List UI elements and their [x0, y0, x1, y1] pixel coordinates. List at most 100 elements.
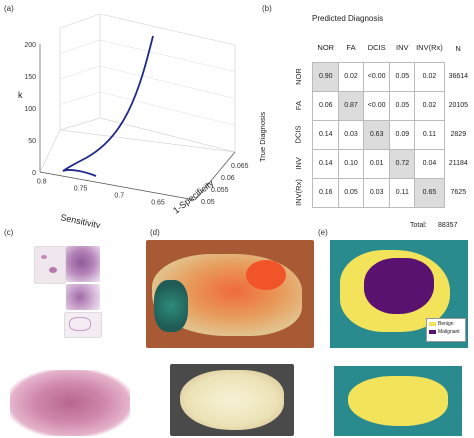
panel-label-c: (c): [4, 228, 14, 237]
matrix-cell: 0.72: [389, 148, 416, 179]
specimen-photo-inked: [146, 240, 314, 348]
legend-swatch: [429, 330, 436, 334]
y-tick-label: 0.065: [231, 163, 249, 170]
specimen-photo-plain: [170, 364, 294, 436]
z-axis-label: k: [18, 90, 23, 100]
histology-tile: [66, 284, 100, 310]
n-value: 36614: [448, 73, 469, 80]
matrix-cell: 0.04: [414, 148, 445, 179]
matrix-cell: 0.14: [312, 148, 340, 179]
segmentation-map-malignant: Benign Malignant: [330, 240, 468, 348]
legend-swatch: [429, 322, 436, 326]
segmentation-map-benign: [334, 366, 462, 436]
matrix-cell: 0.05: [389, 61, 416, 92]
gridline: [99, 39, 236, 72]
gridline: [59, 39, 101, 54]
confusion-table: NOR FA DCIS INV INV(Rx) N NOR 0.90 0.02 …: [284, 34, 472, 208]
z-tick-label: 200: [24, 42, 36, 49]
row-header: NOR: [293, 68, 303, 85]
matrix-cell: 0.11: [414, 119, 445, 150]
x-tick-label: 0.8: [37, 178, 47, 185]
true-diagnosis-label: True Diagnosis: [258, 111, 267, 162]
gridline: [59, 91, 101, 105]
histology-section-image: [10, 370, 130, 436]
panel-label-d: (d): [150, 228, 160, 237]
table-row: INV 0.14 0.10 0.01 0.72 0.04 21184: [284, 148, 472, 179]
matrix-cell: <0.00: [362, 61, 391, 92]
matrix-cell: 0.05: [338, 177, 364, 208]
row-header: INV: [293, 157, 303, 170]
row-header: DCIS: [293, 125, 303, 144]
legend-label: Benign: [438, 321, 454, 327]
histology-tile: [64, 312, 102, 338]
z-tick-label: 150: [24, 74, 36, 81]
matrix-cell: 0.63: [362, 119, 391, 150]
gridline: [59, 13, 101, 29]
n-value: 7625: [450, 189, 467, 196]
matrix-cell: 0.01: [362, 148, 391, 179]
n-header: N: [455, 43, 461, 53]
matrix-cell: 0.02: [414, 90, 445, 121]
matrix-cell: 0.05: [389, 90, 416, 121]
z-tick-label: 50: [28, 138, 36, 145]
table-row: INV(Rx) 0.16 0.05 0.03 0.11 0.65 7625: [284, 177, 472, 208]
total-value: 88357: [438, 222, 458, 229]
matrix-cell: 0.02: [338, 61, 364, 92]
legend-item-malignant: Malignant: [429, 329, 463, 335]
matrix-cell: 0.09: [389, 119, 416, 150]
matrix-cell: 0.06: [312, 90, 340, 121]
table-row: DCIS 0.14 0.03 0.63 0.09 0.11 2829: [284, 119, 472, 150]
legend-label: Malignant: [438, 329, 460, 335]
table-row: NOR 0.90 0.02 <0.00 0.05 0.02 36614: [284, 61, 472, 92]
matrix-cell: 0.03: [338, 119, 364, 150]
matrix-cell: 0.16: [312, 177, 340, 208]
col-header: INV: [396, 43, 409, 53]
matrix-cell: <0.00: [362, 90, 391, 121]
z-tick-label: 100: [24, 106, 36, 113]
n-value: 2829: [450, 131, 467, 138]
gridline: [99, 91, 236, 126]
histology-tile: [66, 246, 100, 282]
z-tick-label: 0: [32, 170, 36, 177]
panel-label-b: (b): [262, 4, 272, 13]
matrix-cell: 0.02: [414, 61, 445, 92]
chart-grid: [39, 13, 236, 201]
histology-tile-grid: [34, 246, 102, 338]
matrix-cell: 0.87: [338, 90, 364, 121]
y-tick-label: 0.05: [201, 199, 215, 206]
matrix-cell: 0.14: [312, 119, 340, 150]
x-tick-label: 0.7: [114, 192, 124, 199]
matrix-cell: 0.11: [389, 177, 416, 208]
col-header: FA: [346, 43, 356, 53]
x-tick-label: 0.75: [74, 185, 88, 192]
y-tick-label: 0.055: [211, 187, 229, 194]
gridline: [99, 13, 236, 46]
total-label: Total:: [410, 222, 427, 229]
predicted-diagnosis-title: Predicted Diagnosis: [312, 14, 384, 23]
segmentation-legend: Benign Malignant: [426, 318, 466, 342]
col-header: DCIS: [367, 43, 386, 53]
gridline: [59, 117, 101, 131]
confusion-matrix: Predicted Diagnosis True Diagnosis NOR F…: [258, 14, 472, 236]
col-header: NOR: [317, 43, 335, 53]
histology-tile: [34, 246, 66, 284]
k-curve-line: [62, 35, 154, 177]
gridline: [99, 117, 236, 153]
gridline: [59, 65, 101, 80]
matrix-cell: 0.90: [312, 61, 340, 92]
y-tick-label: 0.06: [221, 175, 235, 182]
n-value: 20105: [448, 102, 469, 109]
table-row: FA 0.06 0.87 <0.00 0.05 0.02 20105: [284, 90, 472, 121]
panel-label-a: (a): [4, 4, 14, 13]
row-header: INV(Rx): [293, 179, 303, 206]
roc-3d-chart: 0 50 100 150 200 0.8 0.75 0.7 0.65 0.05 0.055 0.0…: [18, 13, 249, 228]
row-header: FA: [293, 100, 303, 111]
x-axis-label: Sensitivity: [60, 212, 102, 228]
matrix-cell: 0.65: [414, 177, 445, 208]
x-tick-label: 0.65: [151, 199, 165, 206]
matrix-cell: 0.10: [338, 148, 364, 179]
matrix-cell: 0.03: [362, 177, 391, 208]
gridline: [99, 65, 236, 99]
col-header: INV(Rx): [416, 43, 443, 53]
panel-label-e: (e): [318, 228, 328, 237]
